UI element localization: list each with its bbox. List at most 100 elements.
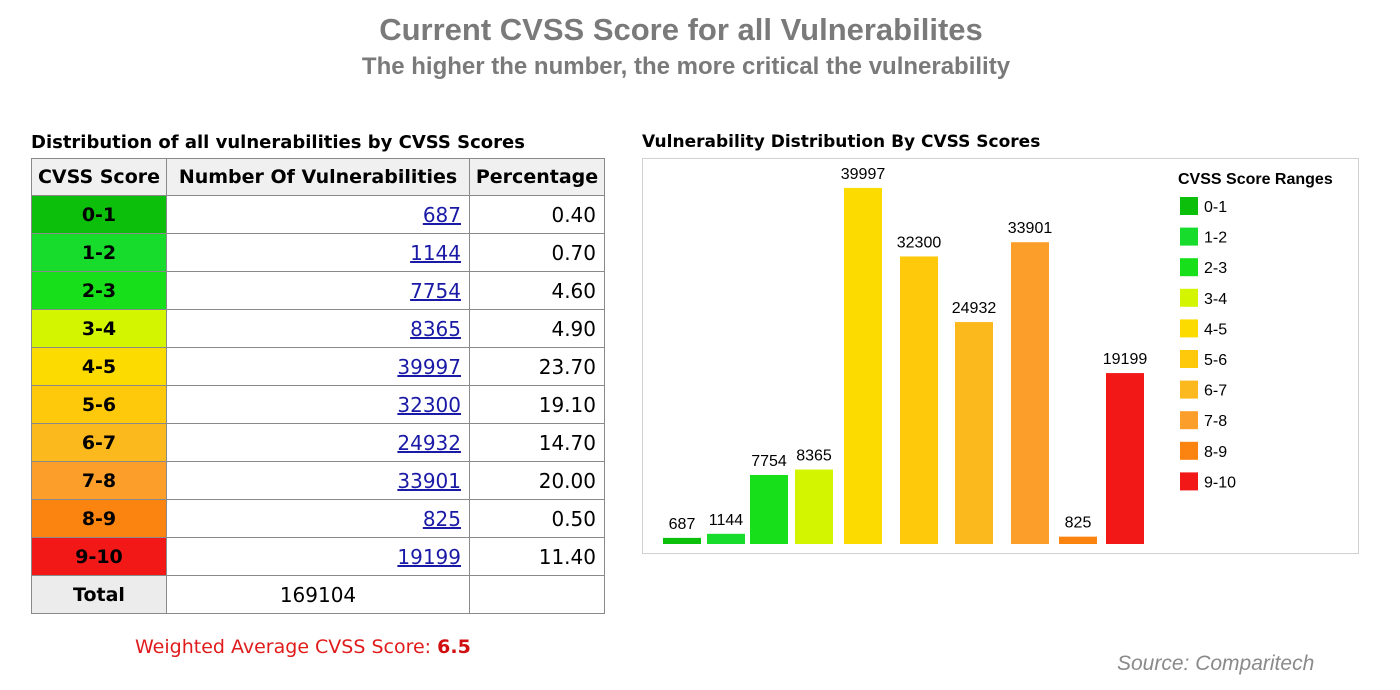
bar-value-label: 1144 [709, 512, 744, 529]
percentage-cell: 0.70 [469, 233, 605, 272]
total-percentage-empty [469, 575, 605, 614]
vuln-count-link[interactable]: 825 [422, 506, 461, 531]
table-row: 8-9 825 0.50 [31, 499, 605, 538]
bar-8-9 [1059, 536, 1097, 544]
cvss-range-cell: 1-2 [31, 233, 167, 272]
vuln-count-cell: 32300 [166, 385, 470, 424]
cvss-range-cell: 3-4 [31, 309, 167, 348]
table-row: 5-6 32300 19.10 [31, 385, 605, 424]
table-row: 3-4 8365 4.90 [31, 309, 605, 348]
percentage-cell: 11.40 [469, 537, 605, 576]
header-number-of-vulnerabilities: Number Of Vulnerabilities [166, 158, 470, 196]
legend-swatch [1180, 411, 1198, 430]
bar-7-8 [1011, 242, 1049, 544]
vuln-count-cell: 825 [166, 499, 470, 538]
bar-9-10 [1106, 373, 1144, 544]
percentage-cell: 0.40 [469, 195, 605, 234]
vuln-count-link[interactable]: 39997 [397, 354, 461, 379]
table-body: 0-1 687 0.40 1-2 1144 0.70 2-3 7754 4.60 3-4 8365 4… [31, 195, 605, 576]
table-row: 7-8 33901 20.00 [31, 461, 605, 500]
legend-swatch [1180, 197, 1198, 215]
table-row: 1-2 1144 0.70 [31, 233, 605, 272]
vuln-count-link[interactable]: 8365 [410, 316, 461, 341]
bar-value-label: 33901 [1008, 220, 1053, 237]
bar-value-label: 32300 [897, 234, 942, 251]
percentage-cell: 20.00 [469, 461, 605, 500]
table-caption: Distribution of all vulnerabilities by C… [31, 132, 525, 153]
bar-chart: 687 1144 7754 8365 39997 32300 24932 33901 825 19… [642, 158, 1359, 554]
weighted-average-label: Weighted Average CVSS Score: [135, 636, 432, 658]
percentage-cell: 4.60 [469, 271, 605, 310]
legend-swatch [1180, 227, 1198, 246]
total-value: 169104 [166, 575, 470, 614]
table-row: 0-1 687 0.40 [31, 195, 605, 234]
bar-value-label: 825 [1065, 515, 1092, 532]
table-header-row: CVSS Score Number Of Vulnerabilities Per… [31, 158, 605, 196]
bar-5-6 [900, 256, 938, 544]
percentage-cell: 23.70 [469, 347, 605, 386]
bar-value-label: 24932 [952, 300, 997, 317]
bar-0-1 [663, 537, 701, 544]
legend-label: 4-5 [1204, 321, 1227, 338]
chart-caption: Vulnerability Distribution By CVSS Score… [642, 132, 1041, 152]
legend-label: 2-3 [1204, 260, 1227, 277]
vuln-count-cell: 8365 [166, 309, 470, 348]
table-total-row: Total 169104 [31, 575, 605, 614]
vuln-count-cell: 687 [166, 195, 470, 234]
percentage-cell: 19.10 [469, 385, 605, 424]
cvss-range-cell: 8-9 [31, 499, 167, 538]
weighted-average: Weighted Average CVSS Score: 6.5 [135, 636, 471, 658]
page-subtitle: The higher the number, the more critical… [361, 53, 1011, 80]
legend-swatch [1180, 472, 1198, 491]
legend-label: 0-1 [1204, 199, 1227, 216]
bar-2-3 [750, 474, 788, 544]
vuln-count-cell: 1144 [166, 233, 470, 272]
cvss-range-cell: 0-1 [31, 195, 167, 234]
legend-swatch [1180, 319, 1198, 338]
bar-chart-svg: 687 1144 7754 8365 39997 32300 24932 33901 825 19… [663, 166, 1333, 544]
vuln-count-link[interactable]: 32300 [397, 392, 461, 417]
bar-value-label: 39997 [841, 166, 886, 183]
vuln-count-cell: 39997 [166, 347, 470, 386]
legend-title: CVSS Score Ranges [1178, 171, 1333, 188]
table-row: 9-10 19199 11.40 [31, 537, 605, 576]
legend-swatch [1180, 380, 1198, 399]
legend-label: 6-7 [1204, 383, 1227, 400]
bar-value-label: 7754 [751, 453, 787, 470]
table-row: 2-3 7754 4.60 [31, 271, 605, 310]
legend-label: 7-8 [1204, 413, 1227, 430]
cvss-range-cell: 7-8 [31, 461, 167, 500]
legend-label: 8-9 [1204, 444, 1227, 461]
vuln-count-link[interactable]: 33901 [397, 468, 461, 493]
percentage-cell: 14.70 [469, 423, 605, 462]
vuln-count-cell: 19199 [166, 537, 470, 576]
legend-label: 3-4 [1204, 291, 1227, 308]
cvss-range-cell: 2-3 [31, 271, 167, 310]
bar-value-label: 8365 [796, 448, 832, 465]
cvss-range-cell: 9-10 [31, 537, 167, 576]
legend-label: 9-10 [1204, 474, 1236, 491]
legend-label: 5-6 [1204, 352, 1227, 369]
vuln-count-link[interactable]: 687 [422, 202, 461, 227]
table-row: 4-5 39997 23.70 [31, 347, 605, 386]
percentage-cell: 4.90 [469, 309, 605, 348]
vuln-count-link[interactable]: 19199 [397, 544, 461, 569]
source-note: Source: Comparitech [1117, 652, 1315, 675]
cvss-range-cell: 5-6 [31, 385, 167, 424]
legend-swatch [1180, 288, 1198, 307]
vuln-count-link[interactable]: 1144 [410, 240, 461, 265]
legend-swatch [1180, 441, 1198, 460]
header-percentage: Percentage [469, 158, 605, 196]
distribution-table: CVSS Score Number Of Vulnerabilities Per… [31, 158, 605, 614]
vuln-count-link[interactable]: 24932 [397, 430, 461, 455]
cvss-range-cell: 4-5 [31, 347, 167, 386]
percentage-cell: 0.50 [469, 499, 605, 538]
vuln-count-cell: 7754 [166, 271, 470, 310]
bar-4-5 [844, 187, 882, 544]
vuln-count-link[interactable]: 7754 [410, 278, 461, 303]
bar-3-4 [795, 469, 833, 544]
bar-value-label: 19199 [1103, 351, 1148, 368]
legend-swatch [1180, 258, 1198, 277]
vuln-count-cell: 24932 [166, 423, 470, 462]
bar-value-label: 687 [669, 516, 696, 533]
